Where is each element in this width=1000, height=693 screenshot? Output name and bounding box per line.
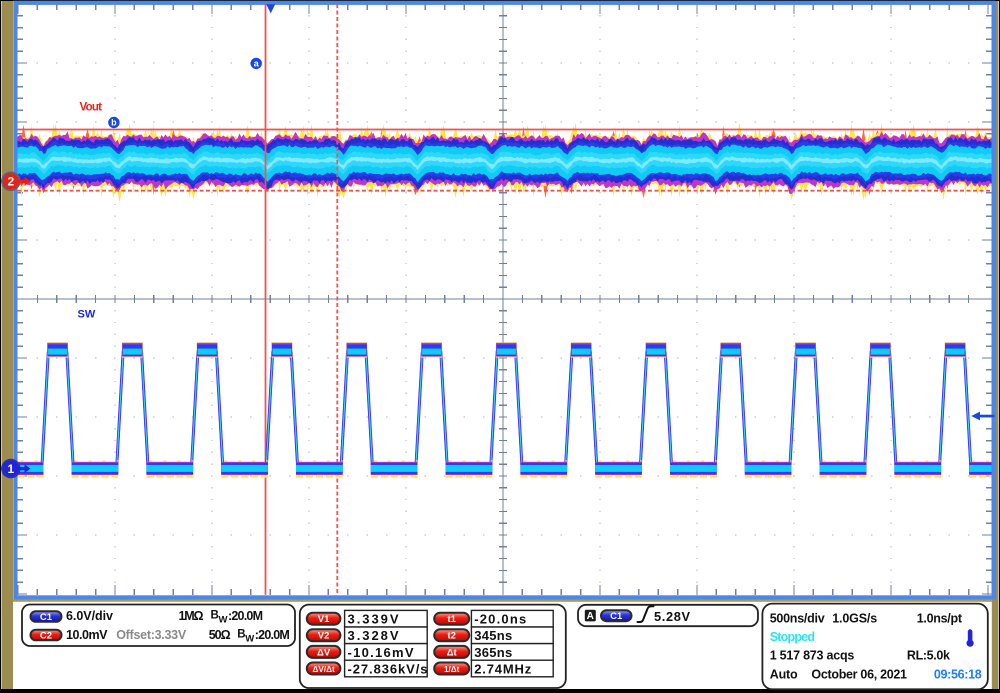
svg-text:b: b — [111, 118, 117, 128]
svg-text:1MΩ: 1MΩ — [179, 609, 204, 623]
svg-text:Offset:3.33V: Offset:3.33V — [116, 628, 187, 642]
svg-text:50Ω: 50Ω — [209, 628, 231, 642]
svg-text:2: 2 — [7, 175, 14, 189]
svg-text:B: B — [237, 628, 245, 640]
svg-text:SW: SW — [78, 309, 96, 321]
svg-text:W: W — [219, 615, 228, 626]
svg-text:V2: V2 — [318, 631, 330, 642]
svg-text:1.0GS/s: 1.0GS/s — [832, 611, 877, 625]
svg-text:09:56:18: 09:56:18 — [934, 667, 982, 681]
svg-text:5.28V: 5.28V — [654, 609, 690, 624]
svg-text:RL:5.0k: RL:5.0k — [907, 649, 950, 663]
svg-text:Δt: Δt — [447, 647, 458, 658]
svg-text:10.0mV: 10.0mV — [66, 628, 108, 642]
svg-text:365ns: 365ns — [474, 645, 512, 660]
svg-text:October 06, 2021: October 06, 2021 — [811, 667, 907, 681]
svg-text:Vout: Vout — [80, 102, 103, 114]
svg-text:500ns/div: 500ns/div — [770, 611, 825, 625]
svg-text:C1: C1 — [40, 612, 53, 623]
svg-text:t2: t2 — [447, 631, 455, 642]
svg-text::20.0M: :20.0M — [228, 609, 263, 623]
svg-text:C2: C2 — [40, 630, 52, 641]
svg-text::20.0M: :20.0M — [255, 628, 290, 642]
svg-text:1 517 873 acqs: 1 517 873 acqs — [770, 649, 855, 663]
svg-text:ΔV: ΔV — [317, 647, 331, 658]
svg-text:ΔV/Δt: ΔV/Δt — [312, 665, 335, 674]
svg-text:-27.836kV/s: -27.836kV/s — [348, 661, 428, 676]
svg-text:C1: C1 — [610, 611, 623, 622]
svg-text:345ns: 345ns — [474, 628, 512, 643]
svg-text:1/Δt: 1/Δt — [444, 665, 460, 674]
svg-text:V1: V1 — [318, 614, 330, 625]
svg-text:1: 1 — [7, 462, 14, 476]
svg-text:Stopped: Stopped — [770, 630, 815, 644]
svg-text:-20.0ns: -20.0ns — [474, 612, 526, 627]
svg-text:1.0ns/pt: 1.0ns/pt — [917, 611, 963, 625]
svg-text:2.74MHz: 2.74MHz — [474, 661, 532, 676]
svg-text:Auto: Auto — [770, 667, 798, 681]
svg-text:B: B — [211, 610, 219, 622]
svg-text:a: a — [254, 59, 260, 69]
svg-text:W: W — [245, 633, 254, 644]
svg-text:t1: t1 — [447, 614, 456, 625]
svg-text:-10.16mV: -10.16mV — [348, 645, 414, 660]
svg-text:6.0V/div: 6.0V/div — [66, 609, 113, 623]
svg-text:A: A — [587, 611, 594, 622]
